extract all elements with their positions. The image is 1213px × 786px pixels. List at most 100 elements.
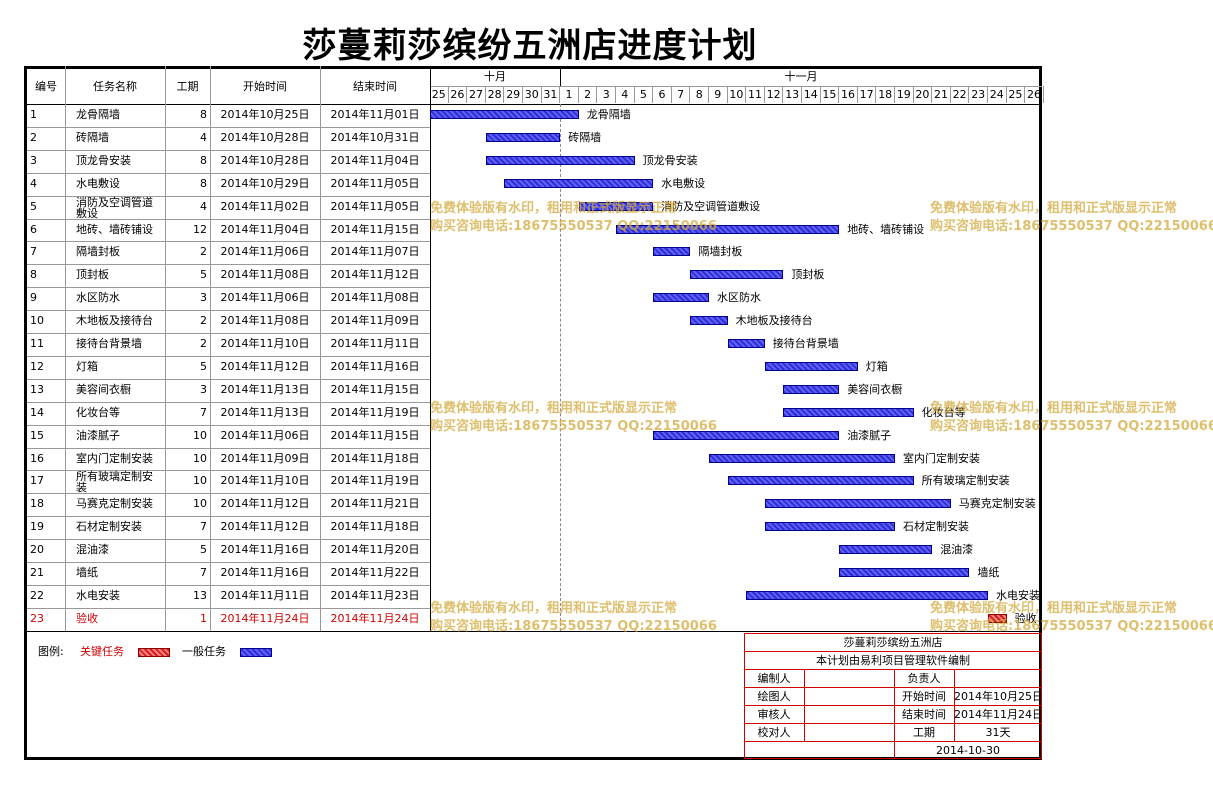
gantt-bar xyxy=(764,499,951,509)
day-cell: 25 xyxy=(430,86,449,103)
gantt-bar xyxy=(709,453,895,463)
gantt-bar-label: 混油漆 xyxy=(940,543,974,557)
gantt-bar-label: 消防及空调管道敷设 xyxy=(661,199,761,213)
day-cell: 16 xyxy=(839,86,858,103)
info-owner-label: 负责人 xyxy=(907,672,941,685)
grid-line xyxy=(27,219,430,220)
grid-line xyxy=(27,241,430,242)
task-end: 2014年11月15日 xyxy=(330,382,420,396)
grid-line xyxy=(27,173,430,174)
gantt-bar-label: 顶封板 xyxy=(791,268,825,282)
task-start: 2014年11月08日 xyxy=(220,268,310,282)
gantt-bar-label: 木地板及接待台 xyxy=(735,314,813,328)
task-start: 2014年11月12日 xyxy=(220,520,310,534)
task-name: 消防及空调管道敷设 xyxy=(76,195,153,219)
watermark-line2: 购买咨询电话:18675550537 QQ:22150066 xyxy=(930,419,1213,434)
gantt-bar-label: 水电安装 xyxy=(996,588,1040,602)
grid-line xyxy=(27,150,430,151)
task-name: 石材定制安装 xyxy=(76,520,142,534)
grid-line xyxy=(27,585,430,586)
watermark-line1: 免费体验版有水印，租用和正式版显示正常 xyxy=(930,601,1178,616)
grid-line xyxy=(27,333,430,334)
task-start: 2014年11月12日 xyxy=(220,359,310,373)
task-end: 2014年10月31日 xyxy=(330,130,420,144)
gantt-bar xyxy=(653,430,840,440)
watermark-line1: 免费体验版有水印，租用和正式版显示正常 xyxy=(930,201,1178,216)
task-start: 2014年11月10日 xyxy=(220,474,310,488)
grid-line xyxy=(27,310,430,311)
grid-line xyxy=(65,66,66,631)
task-start: 2014年11月06日 xyxy=(220,291,310,305)
info-editor-label: 编制人 xyxy=(757,672,791,685)
task-end: 2014年11月07日 xyxy=(330,245,420,259)
task-id: 20 xyxy=(30,543,44,557)
gantt-bar xyxy=(746,590,988,600)
task-name: 灯箱 xyxy=(76,359,98,373)
watermark-line2: 购买咨询电话:18675550537 QQ:22150066 xyxy=(930,619,1213,634)
task-name: 验收 xyxy=(76,611,98,625)
task-duration: 3 xyxy=(200,382,207,396)
task-name: 室内门定制安装 xyxy=(76,451,153,465)
gantt-bar-label: 室内门定制安装 xyxy=(903,451,980,465)
task-start: 2014年11月09日 xyxy=(220,451,310,465)
day-cell: 2 xyxy=(579,86,598,103)
task-name: 化妆台等 xyxy=(76,405,120,419)
day-cell: 1 xyxy=(560,86,579,103)
day-cell: 9 xyxy=(709,86,728,103)
watermark-mid-left: 免费体验版有水印，租用和正式版显示正常 购买咨询电话:18675550537 Q… xyxy=(430,400,717,436)
header-duration: 工期 xyxy=(176,80,199,93)
info-line xyxy=(744,741,1042,742)
day-cell: 18 xyxy=(876,86,895,103)
day-cell: 13 xyxy=(783,86,802,103)
month-divider xyxy=(560,104,562,631)
task-start: 2014年11月13日 xyxy=(220,382,310,396)
task-duration: 3 xyxy=(200,291,207,305)
day-cell: 6 xyxy=(653,86,672,103)
gantt-frame xyxy=(24,66,1042,760)
task-duration: 8 xyxy=(200,153,207,167)
grid-line xyxy=(27,493,430,494)
task-id: 22 xyxy=(30,588,44,602)
task-name: 龙骨隔墙 xyxy=(76,108,120,121)
day-cell: 23 xyxy=(969,86,988,103)
task-id: 8 xyxy=(30,268,37,282)
task-end: 2014年11月08日 xyxy=(330,291,420,305)
grid-line xyxy=(27,356,430,357)
task-duration: 1 xyxy=(200,611,207,625)
day-cell: 5 xyxy=(635,86,654,103)
task-name: 木地板及接待台 xyxy=(76,314,153,328)
header-id: 编号 xyxy=(35,80,57,93)
task-duration: 10 xyxy=(193,451,207,465)
task-end: 2014年11月23日 xyxy=(330,588,420,602)
gantt-bar xyxy=(839,545,933,555)
task-name: 水区防水 xyxy=(76,291,120,305)
task-name: 所有玻璃定制安装 xyxy=(76,470,153,494)
watermark-top-left: 免费体验版有水印，租用和正式版显示正常 购买咨询电话:18675550537 Q… xyxy=(430,200,717,236)
day-cell: 8 xyxy=(690,86,709,103)
task-id: 5 xyxy=(30,199,37,213)
task-name: 油漆腻子 xyxy=(76,428,120,442)
day-cell: 25 xyxy=(1007,86,1026,103)
grid-line xyxy=(430,631,1042,632)
task-name: 水电敷设 xyxy=(76,176,120,190)
task-duration: 8 xyxy=(200,108,207,121)
task-start: 2014年11月02日 xyxy=(220,199,310,213)
task-id: 21 xyxy=(30,566,44,579)
grid-line xyxy=(27,425,430,426)
gantt-bar-label: 水区防水 xyxy=(717,291,761,305)
task-name: 地砖、墙砖铺设 xyxy=(76,222,153,236)
gantt-bar-label: 马赛克定制安装 xyxy=(958,497,1036,511)
info-line xyxy=(744,723,1042,724)
grid-line xyxy=(210,66,211,631)
task-duration: 5 xyxy=(200,543,207,557)
gantt-bar xyxy=(485,132,561,142)
task-end: 2014年11月18日 xyxy=(330,520,420,534)
task-duration: 2 xyxy=(200,245,207,259)
grid-line xyxy=(27,448,430,449)
legend-normal-label: 一般任务 xyxy=(182,645,226,658)
task-id: 13 xyxy=(30,382,44,396)
task-start: 2014年11月16日 xyxy=(220,543,310,557)
task-id: 4 xyxy=(30,176,37,190)
info-company: 莎蔓莉莎缤纷五洲店 xyxy=(843,636,943,649)
task-id: 14 xyxy=(30,405,44,419)
